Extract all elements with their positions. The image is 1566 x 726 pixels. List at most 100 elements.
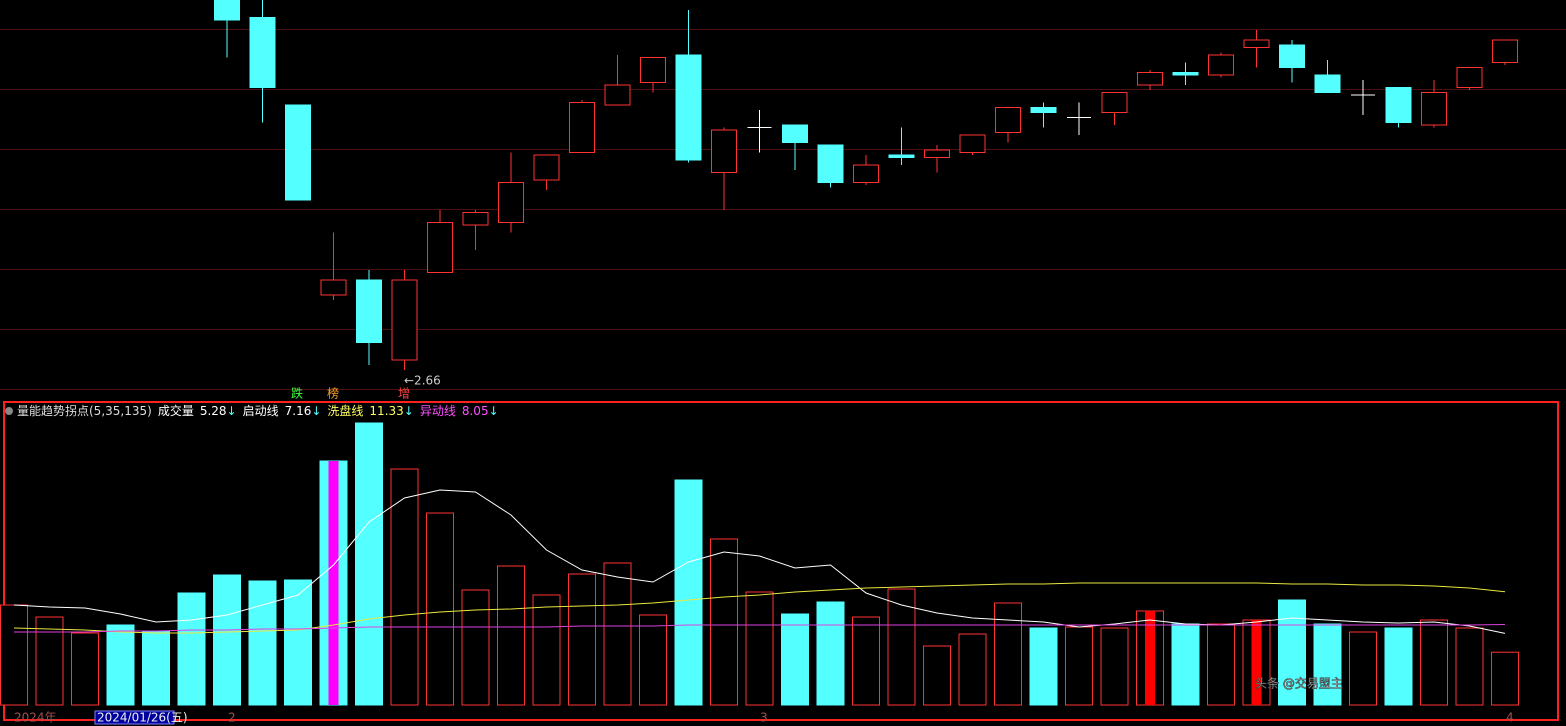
volume-bar: [1171, 623, 1200, 706]
volume-bar: [35, 616, 64, 706]
candle-body: [1208, 54, 1234, 76]
volume-bar: [1455, 627, 1484, 706]
candle-body: [285, 104, 311, 201]
signal-label: 榜: [327, 386, 339, 401]
x-label: 2: [228, 711, 236, 725]
indicator-line: [13, 489, 1506, 634]
volume-bar: [532, 594, 561, 706]
legend-name: 洗盘线: [327, 403, 363, 418]
panel-border: [3, 401, 1559, 721]
volume-bar: [674, 479, 703, 706]
volume-bar: [1029, 627, 1058, 706]
candle-body: [1314, 74, 1341, 93]
legend-trend: ↓: [404, 404, 414, 418]
volume-bar: [1491, 651, 1519, 706]
candle-body: [1492, 39, 1518, 63]
legend-trend: ↓: [311, 404, 321, 418]
volume-bar: [1207, 623, 1235, 706]
volume-bar: [958, 633, 987, 706]
x-label: 3: [760, 711, 768, 725]
candle-body: [995, 107, 1021, 133]
candle-body: [498, 182, 524, 223]
volume-bar: [142, 630, 170, 706]
candle-body: [356, 279, 382, 343]
volume-bar: [994, 602, 1022, 706]
candle-body: [1421, 92, 1447, 126]
signal-label: 跌: [291, 386, 303, 401]
candle-body: [817, 144, 844, 183]
panel-icon: [5, 407, 13, 415]
candle-body: [1030, 107, 1057, 113]
volume-bar: [426, 512, 454, 706]
candle-body: [1172, 72, 1199, 76]
volume-bar: [248, 580, 277, 706]
legend-name: 异动线: [420, 404, 456, 418]
legend-value: 8.05: [462, 404, 489, 418]
volume-bar: [568, 573, 596, 706]
candle-body: [1101, 92, 1128, 113]
volume-bar: [1100, 627, 1129, 706]
volume-bar: [745, 591, 774, 706]
volume-bar: [284, 579, 312, 706]
candle-body: [462, 212, 489, 226]
candle-body: [214, 0, 240, 21]
volume-bar: [71, 632, 99, 706]
candle-body: [640, 57, 666, 83]
volume-bar: [1313, 623, 1342, 706]
volume-bar: [1065, 626, 1093, 706]
volume-bar: [1384, 627, 1413, 706]
volume-bar: [0, 604, 28, 706]
volume-bar: [177, 592, 206, 706]
candle-body: [1385, 87, 1412, 123]
candle-body: [1137, 72, 1163, 86]
volume-bar: [923, 645, 951, 706]
volume-bar: [106, 624, 135, 706]
volume-bar: [461, 589, 490, 706]
watermark: 头条 @交易盟主: [1255, 676, 1343, 691]
candle-body: [320, 279, 347, 296]
candle-body: [853, 164, 879, 183]
volume-bar: [887, 588, 916, 706]
volume-bar: [639, 614, 667, 706]
candle-body: [533, 154, 560, 181]
volume-highlight: [328, 461, 339, 705]
volume-bar: [781, 613, 809, 706]
indicator-line: [13, 582, 1506, 634]
volume-bar: [603, 562, 632, 706]
candle-body: [427, 222, 453, 273]
candle-body: [924, 149, 950, 158]
volume-bar: [390, 468, 419, 706]
signal-label: 增: [398, 387, 410, 401]
candle-body: [711, 129, 737, 173]
volume-bar: [355, 422, 383, 706]
volume-highlight: [1145, 611, 1155, 705]
candle-body: [1243, 39, 1270, 48]
volume-bar: [213, 574, 241, 706]
candle-body: [604, 84, 631, 106]
legend-value: 7.16: [285, 404, 312, 418]
volume-bar: [1420, 619, 1448, 706]
candle-body: [888, 154, 915, 158]
volume-bar: [710, 538, 738, 706]
volume-bar: [852, 616, 880, 706]
volume-bar: [497, 565, 525, 706]
low-label: ←2.66: [404, 374, 441, 388]
x-label: 4: [1506, 711, 1514, 725]
candle-body: [1279, 44, 1305, 68]
legend-name: 启动线: [243, 404, 279, 418]
x-label: 2024/01/26(五): [97, 711, 188, 725]
candle-body: [959, 134, 986, 153]
legend: 量能趋势拐点(5,35,135) 成交量 5.28↓ 启动线 7.16↓ 洗盘线 11.33…: [17, 403, 499, 418]
legend-trend: ↓: [489, 404, 499, 418]
legend-value: 5.28: [200, 404, 227, 418]
candle-body: [782, 124, 808, 143]
candle-body: [391, 279, 418, 361]
volume-highlight: [1251, 620, 1262, 705]
candle-body: [1456, 67, 1483, 88]
date-box: [94, 710, 175, 725]
legend-value: 11.33: [369, 404, 403, 418]
x-label: 2024年: [14, 711, 57, 725]
candle-body: [569, 102, 595, 153]
